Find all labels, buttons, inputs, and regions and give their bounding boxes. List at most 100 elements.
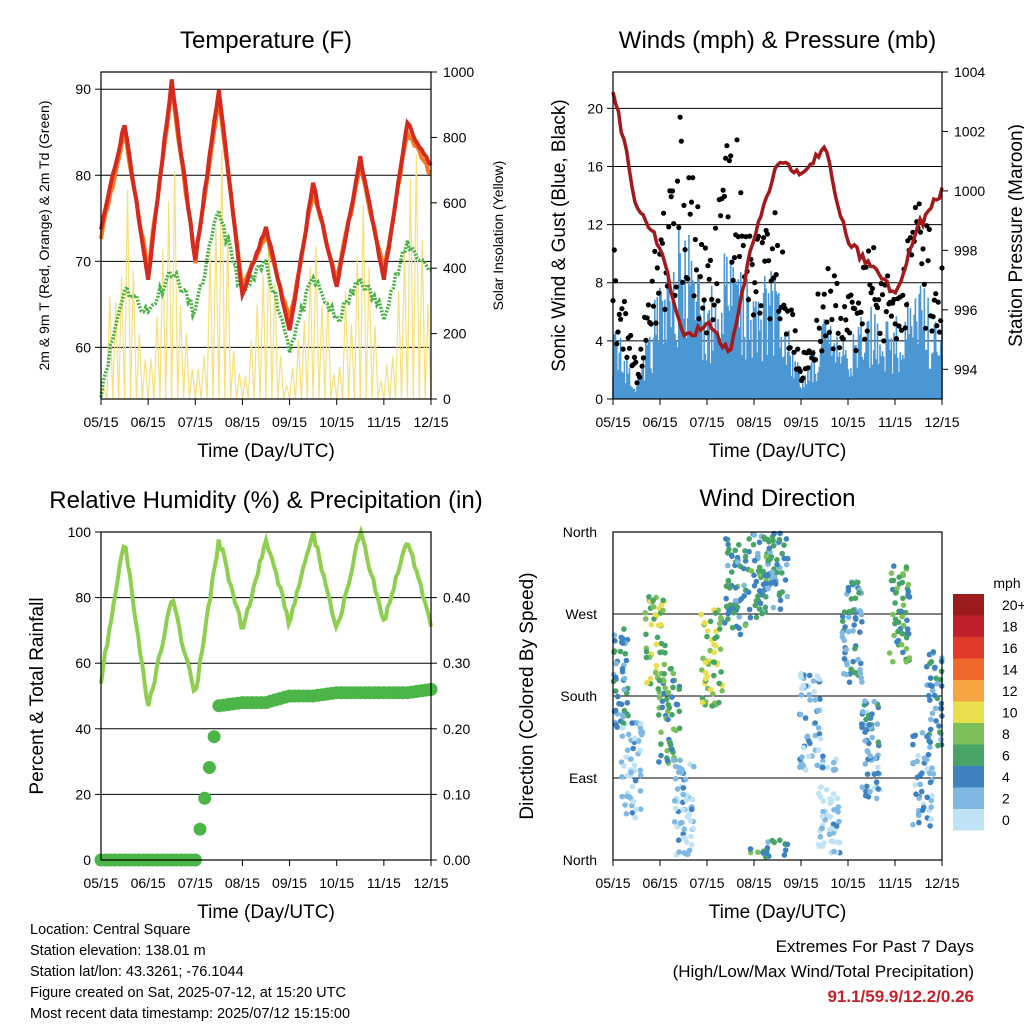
direction-point: [895, 628, 901, 635]
direction-point: [760, 568, 766, 575]
direction-point: [751, 572, 757, 578]
direction-point: [747, 614, 754, 621]
plot-frame: [612, 71, 943, 400]
y-tick-label: 12: [587, 217, 603, 233]
direction-point: [776, 592, 783, 599]
direction-point: [629, 810, 636, 816]
gust-point: [904, 302, 910, 308]
gust-point: [852, 306, 858, 312]
extremes-summary: Extremes For Past 7 Days (High/Low/Max W…: [673, 934, 974, 1009]
direction-point: [857, 629, 863, 635]
gust-point: [677, 114, 683, 120]
colorbar-label: 6: [1002, 748, 1010, 764]
direction-point: [843, 646, 849, 653]
gust-point: [687, 211, 693, 217]
direction-point: [689, 842, 695, 848]
direction-point: [658, 729, 664, 736]
gust-point: [776, 308, 782, 314]
direction-point: [702, 659, 709, 666]
gust-point: [648, 321, 654, 327]
direction-point: [781, 852, 788, 858]
gust-point: [783, 331, 790, 337]
gust-point: [848, 292, 854, 298]
direction-point: [652, 670, 659, 676]
gust-point: [872, 296, 878, 303]
direction-point: [648, 621, 655, 628]
direction-point: [927, 660, 933, 667]
direction-point: [890, 577, 897, 584]
gust-point: [709, 296, 715, 302]
gust-point: [933, 291, 939, 297]
direction-point: [894, 639, 900, 645]
direction-point: [637, 788, 644, 794]
colorbar-title: mph: [993, 575, 1020, 591]
y-tick-label: 20: [75, 786, 91, 802]
direction-point: [770, 604, 777, 611]
direction-point: [742, 558, 749, 564]
direction-point: [903, 659, 910, 665]
direction-point: [637, 725, 644, 731]
precip-point: [193, 822, 207, 836]
gust-point: [640, 355, 647, 361]
direction-point: [624, 747, 631, 753]
direction-point: [638, 729, 644, 736]
direction-point: [631, 762, 638, 768]
direction-point: [886, 650, 893, 656]
gust-point: [749, 261, 755, 268]
direction-point: [653, 662, 660, 669]
direction-point: [658, 752, 664, 759]
direction-point: [623, 811, 630, 817]
gust-point: [759, 240, 765, 246]
direction-point: [803, 767, 809, 773]
direction-point: [756, 606, 763, 612]
colorbar-label: 16: [1002, 640, 1018, 656]
direction-point: [745, 589, 752, 595]
y-right-tick-label: 0.00: [443, 852, 470, 868]
direction-point: [932, 705, 939, 712]
y-right-tick-label: 0.20: [443, 721, 470, 737]
direction-point: [924, 766, 930, 772]
gust-point: [753, 289, 759, 295]
x-tick-label: 08/15: [225, 875, 260, 891]
gust-point: [644, 315, 650, 321]
direction-point: [839, 618, 846, 624]
direction-point: [779, 570, 785, 576]
direction-point: [817, 834, 824, 840]
direction-point: [936, 723, 942, 729]
direction-point: [736, 542, 742, 548]
direction-point: [652, 611, 659, 618]
direction-point: [819, 813, 825, 819]
humidity-title: Relative Humidity (%) & Precipitation (i…: [49, 487, 482, 514]
direction-point: [830, 759, 837, 766]
direction-point: [798, 674, 804, 680]
direction-point: [839, 630, 846, 636]
direction-point: [642, 610, 648, 616]
direction-point: [689, 806, 695, 813]
direction-point: [669, 712, 675, 718]
direction-point: [659, 704, 666, 711]
direction-point: [763, 580, 769, 587]
direction-point: [617, 648, 624, 655]
direction-point: [875, 764, 881, 771]
x-tick-label: 06/15: [131, 875, 166, 891]
direction-point: [913, 791, 919, 797]
direction-point: [815, 707, 821, 714]
direction-point: [619, 793, 625, 800]
direction-point: [900, 622, 907, 629]
direction-point: [892, 600, 898, 606]
humidity-xlabel: Time (Day/UTC): [197, 902, 335, 923]
gust-point: [864, 328, 870, 334]
direction-point: [834, 795, 841, 802]
colorbar-swatch: [953, 680, 984, 702]
direction-point: [746, 606, 753, 613]
direction-point: [933, 718, 939, 724]
direction-point: [905, 630, 912, 637]
figure-created: Figure created on Sat, 2025-07-12, at 15…: [30, 985, 346, 1001]
direction-point: [930, 649, 937, 655]
gust-point: [871, 245, 877, 251]
direction-point: [919, 770, 925, 776]
direction-point: [637, 747, 643, 754]
direction-point: [655, 686, 662, 692]
direction-point: [717, 626, 723, 632]
direction-point: [784, 593, 791, 600]
